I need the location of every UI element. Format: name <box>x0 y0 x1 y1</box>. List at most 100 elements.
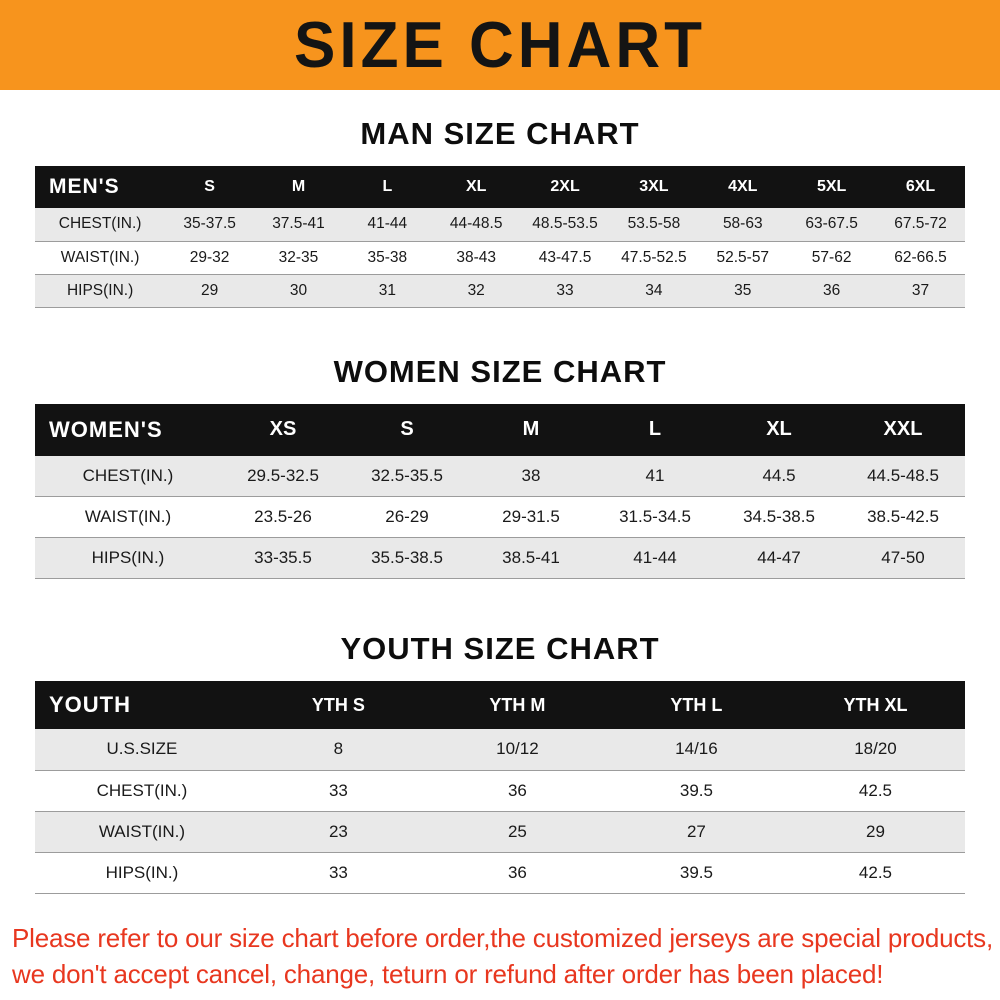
size-value-cell: 38.5-42.5 <box>867 507 939 526</box>
size-value-cell: 26-29 <box>385 507 429 526</box>
size-value-cell: 37.5-41 <box>272 215 325 233</box>
size-value-cell: 33 <box>328 862 348 882</box>
size-value-cell: 53.5-58 <box>627 215 681 233</box>
size-value-cell: 57-62 <box>811 248 852 266</box>
size-value-cell: 35-37.5 <box>183 215 236 233</box>
size-value-cell: 37 <box>911 281 930 299</box>
table-title-cell: YOUTH <box>35 681 249 729</box>
size-value-cell: 32-35 <box>278 248 319 266</box>
row-label: HIPS(IN.) <box>66 281 134 299</box>
size-value-cell: 8 <box>333 739 344 759</box>
size-value-cell: 41 <box>645 465 665 485</box>
measurement-row: HIPS(IN.) 29 30 31 32 33 34 35 36 37 <box>35 274 965 307</box>
size-value-cell: 36 <box>823 281 841 299</box>
row-label: WAIST(IN.) <box>60 248 140 266</box>
size-value-cell: 58-63 <box>722 215 763 233</box>
disclaimer-text: Please refer to our size chart before or… <box>12 920 1000 993</box>
size-column-header: XL <box>431 166 521 208</box>
size-column-header: 2XL <box>520 166 610 208</box>
size-value-cell: 38-43 <box>456 248 497 266</box>
size-value-cell: 36 <box>507 862 527 882</box>
disclaimer-line-1: Please refer to our size chart before or… <box>12 922 994 953</box>
women-size-table: WOMEN'S XS S M L XL XXL CHEST(IN.) 29.5-32.5 32.5… <box>35 403 965 580</box>
size-value-cell: 63-67.5 <box>805 215 858 233</box>
measurement-row: WAIST(IN.) 29-32 32-35 35-38 38-43 43-47.5 47.… <box>35 241 965 274</box>
size-column-header: 3XL <box>609 166 699 208</box>
size-value-cell: 39.5 <box>679 780 713 800</box>
size-value-cell: 32 <box>467 281 485 299</box>
measurement-row: CHEST(IN.) 33 36 39.5 42.5 <box>35 770 965 811</box>
size-column-header: 4XL <box>698 166 788 208</box>
size-value-cell: 33-35.5 <box>254 548 312 567</box>
size-value-cell: 29-32 <box>189 248 230 266</box>
size-column-header: 5XL <box>787 166 877 208</box>
size-column-header: XL <box>717 403 841 456</box>
row-label: U.S.SIZE <box>106 739 178 759</box>
row-label: WAIST(IN.) <box>98 821 186 841</box>
size-value-cell: 38 <box>521 465 541 485</box>
size-value-cell: 27 <box>686 821 706 841</box>
size-value-cell: 23 <box>328 821 348 841</box>
size-value-cell: 62-66.5 <box>894 248 947 266</box>
measurement-row: WAIST(IN.) 23 25 27 29 <box>35 811 965 852</box>
banner-title: SIZE CHART <box>294 8 706 82</box>
size-column-header: 6XL <box>876 166 965 208</box>
size-value-cell: 35.5-38.5 <box>371 548 443 567</box>
size-value-cell: 44.5-48.5 <box>867 465 939 485</box>
measurement-row: WAIST(IN.) 23.5-26 26-29 29-31.5 31.5-34.5 34… <box>35 497 965 538</box>
size-column-header: L <box>342 166 432 208</box>
size-column-header: S <box>165 166 255 208</box>
size-chart-banner: SIZE CHART <box>0 0 1000 90</box>
row-label: HIPS(IN.) <box>105 862 179 882</box>
size-value-cell: 41-44 <box>367 215 408 233</box>
size-column-header: YTH L <box>606 681 786 729</box>
size-column-header: YTH XL <box>785 681 965 729</box>
size-value-cell: 29.5-32.5 <box>247 465 319 485</box>
table-header-row: MEN'S S M L XL 2XL 3XL 4XL 5XL 6XL <box>35 166 965 208</box>
table-header-row: YOUTH YTH S YTH M YTH L YTH XL <box>35 681 965 729</box>
row-label: CHEST(IN.) <box>96 780 188 800</box>
size-value-cell: 48.5-53.5 <box>532 215 598 233</box>
size-value-cell: 47-50 <box>881 548 925 567</box>
size-value-cell: 33 <box>328 780 348 800</box>
size-value-cell: 32.5-35.5 <box>371 465 443 485</box>
row-label: CHEST(IN.) <box>58 215 142 233</box>
size-column-header: L <box>593 403 717 456</box>
size-value-cell: 18/20 <box>854 739 897 759</box>
size-value-cell: 31 <box>378 281 396 299</box>
size-value-cell: 35 <box>734 281 752 299</box>
size-value-cell: 38.5-41 <box>502 548 560 567</box>
size-column-header: YTH M <box>427 681 607 729</box>
disclaimer-line-2: we don't accept cancel, change, teturn o… <box>12 958 884 989</box>
size-value-cell: 10/12 <box>496 739 539 759</box>
measurement-row: HIPS(IN.) 33 36 39.5 42.5 <box>35 852 965 893</box>
measurement-row: CHEST(IN.) 29.5-32.5 32.5-35.5 38 41 44.5 44.5… <box>35 455 965 497</box>
row-label: HIPS(IN.) <box>91 548 165 567</box>
measurement-row: U.S.SIZE 8 10/12 14/16 18/20 <box>35 729 965 770</box>
table-title-cell: MEN'S <box>35 166 166 208</box>
size-value-cell: 25 <box>507 821 527 841</box>
man-size-chart-heading: MAN SIZE CHART <box>360 116 640 151</box>
size-value-cell: 14/16 <box>675 739 718 759</box>
size-value-cell: 35-38 <box>367 248 408 266</box>
size-value-cell: 44-48.5 <box>449 215 503 233</box>
size-column-header: M <box>469 403 593 456</box>
size-value-cell: 29 <box>866 821 885 841</box>
size-column-header: XXL <box>841 403 965 456</box>
size-value-cell: 23.5-26 <box>254 507 312 526</box>
table-title-cell: WOMEN'S <box>35 403 221 456</box>
size-value-cell: 33 <box>556 281 574 299</box>
men-size-table: MEN'S S M L XL 2XL 3XL 4XL 5XL 6XL CHEST(IN.) 35-37… <box>35 166 965 308</box>
size-value-cell: 30 <box>289 281 308 299</box>
size-value-cell: 44.5 <box>762 465 796 485</box>
row-label: WAIST(IN.) <box>84 507 172 526</box>
size-value-cell: 44-47 <box>757 548 801 567</box>
size-value-cell: 67.5-72 <box>894 215 947 233</box>
size-value-cell: 34.5-38.5 <box>743 507 815 526</box>
size-value-cell: 36 <box>507 780 527 800</box>
measurement-row: HIPS(IN.) 33-35.5 35.5-38.5 38.5-41 41-44 44-… <box>35 537 965 579</box>
size-value-cell: 29-31.5 <box>502 507 560 526</box>
size-value-cell: 39.5 <box>679 862 713 882</box>
size-value-cell: 47.5-52.5 <box>621 248 687 266</box>
women-size-chart-heading: WOMEN SIZE CHART <box>333 353 667 389</box>
